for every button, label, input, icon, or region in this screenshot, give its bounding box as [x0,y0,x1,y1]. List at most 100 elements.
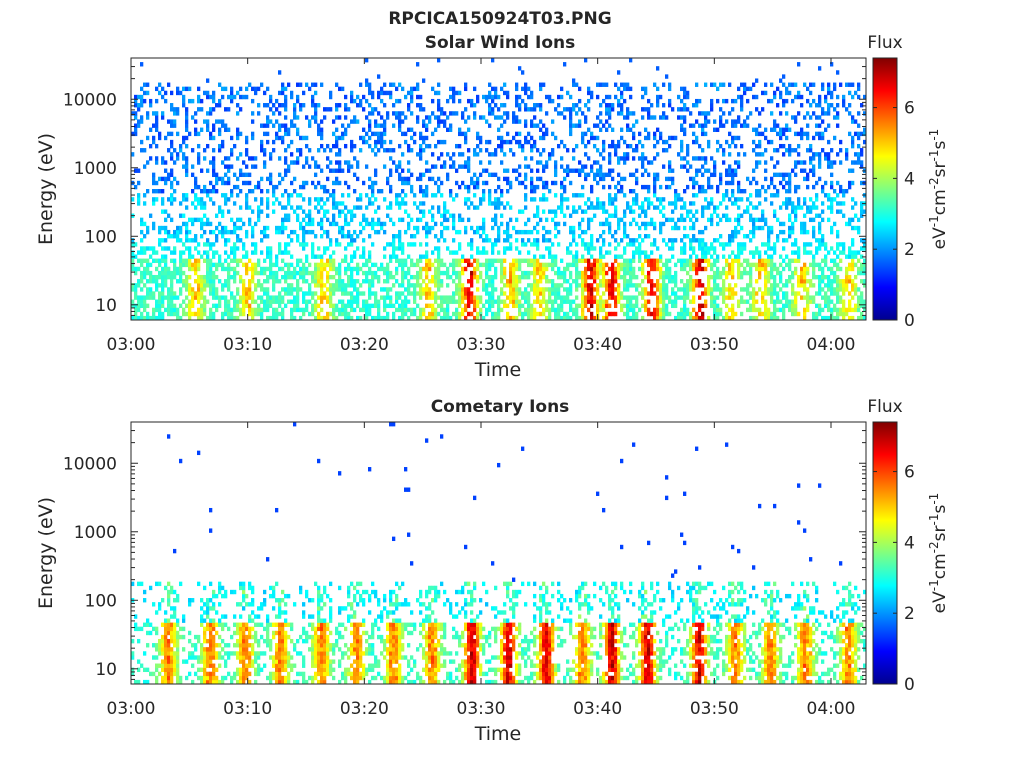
heatmap-cell [524,205,528,210]
heatmap-cell [134,254,138,259]
heatmap-cell [227,266,231,272]
heatmap-cell [734,143,738,149]
heatmap-cell [557,205,561,210]
heatmap-cell [500,274,504,280]
heatmap-cell [401,303,405,309]
heatmap-cell [704,189,708,194]
heatmap-cell [593,213,597,218]
heatmap-cell [587,295,591,300]
heatmap-cell [572,299,576,304]
heatmap-cell [320,131,324,137]
heatmap-cell [200,295,204,300]
heatmap-cell [620,156,624,161]
heatmap-cell [605,107,609,112]
heatmap-cell [653,266,657,272]
heatmap-cell [230,217,234,223]
heatmap-cell [545,315,549,321]
heatmap-cell [269,107,273,112]
heatmap-cell [539,299,543,304]
heatmap-cell [269,315,273,321]
heatmap-cell [368,123,372,128]
heatmap-cell [326,234,330,239]
heatmap-cell [623,160,627,165]
heatmap-cell [524,119,528,124]
heatmap-cell [653,315,657,321]
heatmap-cell [212,274,216,280]
heatmap-cell [368,283,372,288]
heatmap-cell [305,160,309,165]
heatmap-cell [152,258,156,263]
heatmap-cell [764,279,768,284]
heatmap-cell [527,303,531,309]
heatmap-cell [209,221,213,227]
heatmap-cell [287,193,291,198]
heatmap-cell [407,279,411,284]
heatmap-cell [749,86,753,92]
heatmap-cell [332,283,336,288]
heatmap-cell [155,258,159,263]
heatmap-cell [575,287,579,292]
heatmap-cell [182,152,186,157]
heatmap-cell [344,311,348,317]
heatmap-cell [191,299,195,304]
heatmap-cell [245,295,249,300]
heatmap-cell [383,123,387,128]
heatmap-cell [482,168,486,173]
heatmap-cell [701,111,705,116]
heatmap-cell [668,103,672,108]
heatmap-cell [608,225,612,231]
heatmap-cell [410,111,414,116]
heatmap-cell [509,299,513,304]
heatmap-cell [731,234,735,239]
heatmap-cell [518,209,522,214]
heatmap-cell [188,315,192,321]
heatmap-cell [335,139,339,145]
heatmap-cell [398,295,402,300]
heatmap-cell [728,283,732,288]
heatmap-cell [575,307,579,313]
heatmap-cell [530,270,534,276]
heatmap-cell [425,242,429,247]
heatmap-cell [614,238,618,243]
heatmap-cell [137,295,141,300]
heatmap-cell [224,180,228,186]
heatmap-cell [425,225,429,231]
heatmap-cell [305,135,309,141]
heatmap-cell [470,98,474,104]
heatmap-cell [425,115,429,120]
heatmap-cell [158,270,162,276]
heatmap-cell [290,262,294,268]
heatmap-cell [650,262,654,268]
heatmap-cell [386,274,390,280]
heatmap-cell [368,234,372,239]
heatmap-cell [413,307,417,313]
heatmap-cell [515,119,519,124]
heatmap-cell [212,90,216,96]
heatmap-cell [701,266,705,272]
heatmap-cell [389,254,393,259]
heatmap-cell [215,103,219,108]
heatmap-cell [479,225,483,231]
heatmap-cell [509,180,513,186]
heatmap-cell [755,131,759,137]
heatmap-cell [212,311,216,317]
heatmap-cell [335,307,339,313]
heatmap-cell [131,303,135,309]
heatmap-cell [254,287,258,292]
heatmap-cell [743,287,747,292]
heatmap-cell [776,238,780,243]
heatmap-cell [233,94,237,100]
heatmap-cell [431,262,435,268]
heatmap-cell [602,172,606,178]
heatmap-cell [530,307,534,313]
heatmap-cell [437,311,441,317]
heatmap-cell [476,303,480,309]
heatmap-cell [347,107,351,112]
heatmap-cell [761,225,765,231]
heatmap-cell [362,180,366,186]
heatmap-cell [476,131,480,137]
heatmap-cell [656,98,660,104]
heatmap-cell [248,291,252,296]
heatmap-cell [689,217,693,223]
heatmap-cell [176,266,180,272]
